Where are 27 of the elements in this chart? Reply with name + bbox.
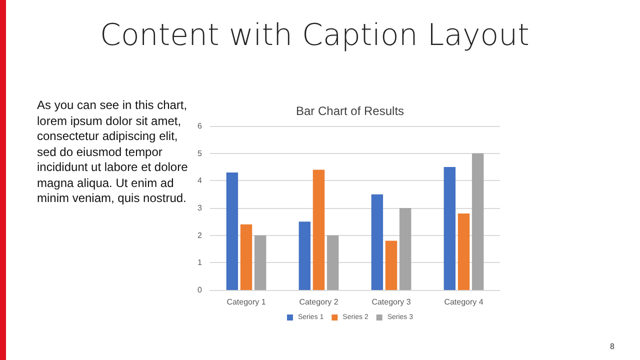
- text: 8: [610, 342, 614, 351]
- text: Content with Caption Layout: [100, 18, 530, 53]
- y-tick-label: 6: [198, 122, 203, 130]
- y-tick-label: 2: [198, 230, 203, 240]
- bar: [312, 170, 325, 290]
- y-tick-label: 3: [198, 204, 203, 212]
- bar: [385, 240, 398, 290]
- y-tick-label: 4: [198, 176, 203, 186]
- bar: [240, 224, 252, 290]
- x-tick-label: Category 2: [299, 298, 339, 306]
- bar: [371, 194, 384, 290]
- x-tick-label: Category 3: [372, 298, 412, 306]
- chart-title: Bar Chart of Results: [296, 104, 404, 118]
- bar: [254, 235, 266, 290]
- x-tick-label: Category 4: [444, 298, 484, 306]
- bar: [298, 222, 311, 290]
- y-tick-label: 5: [198, 148, 203, 158]
- bar: [472, 153, 484, 290]
- y-tick-label: 1: [198, 258, 203, 268]
- bar: [326, 235, 339, 290]
- bar: [399, 208, 412, 290]
- y-tick-label: 0: [198, 286, 203, 294]
- text: As you can see in this chart, lorem ipsum dolor sit amet, consectetur adipiscing elit, sed do eiusmod tempor incididunt ut labore et dolore magna aliqua. Ut enim ad minim veniam, quis nostrud.: [37, 98, 189, 206]
- x-tick-label: Category 1: [226, 298, 266, 306]
- bar: [226, 172, 238, 290]
- bar: [444, 167, 456, 290]
- bar: [458, 213, 470, 290]
